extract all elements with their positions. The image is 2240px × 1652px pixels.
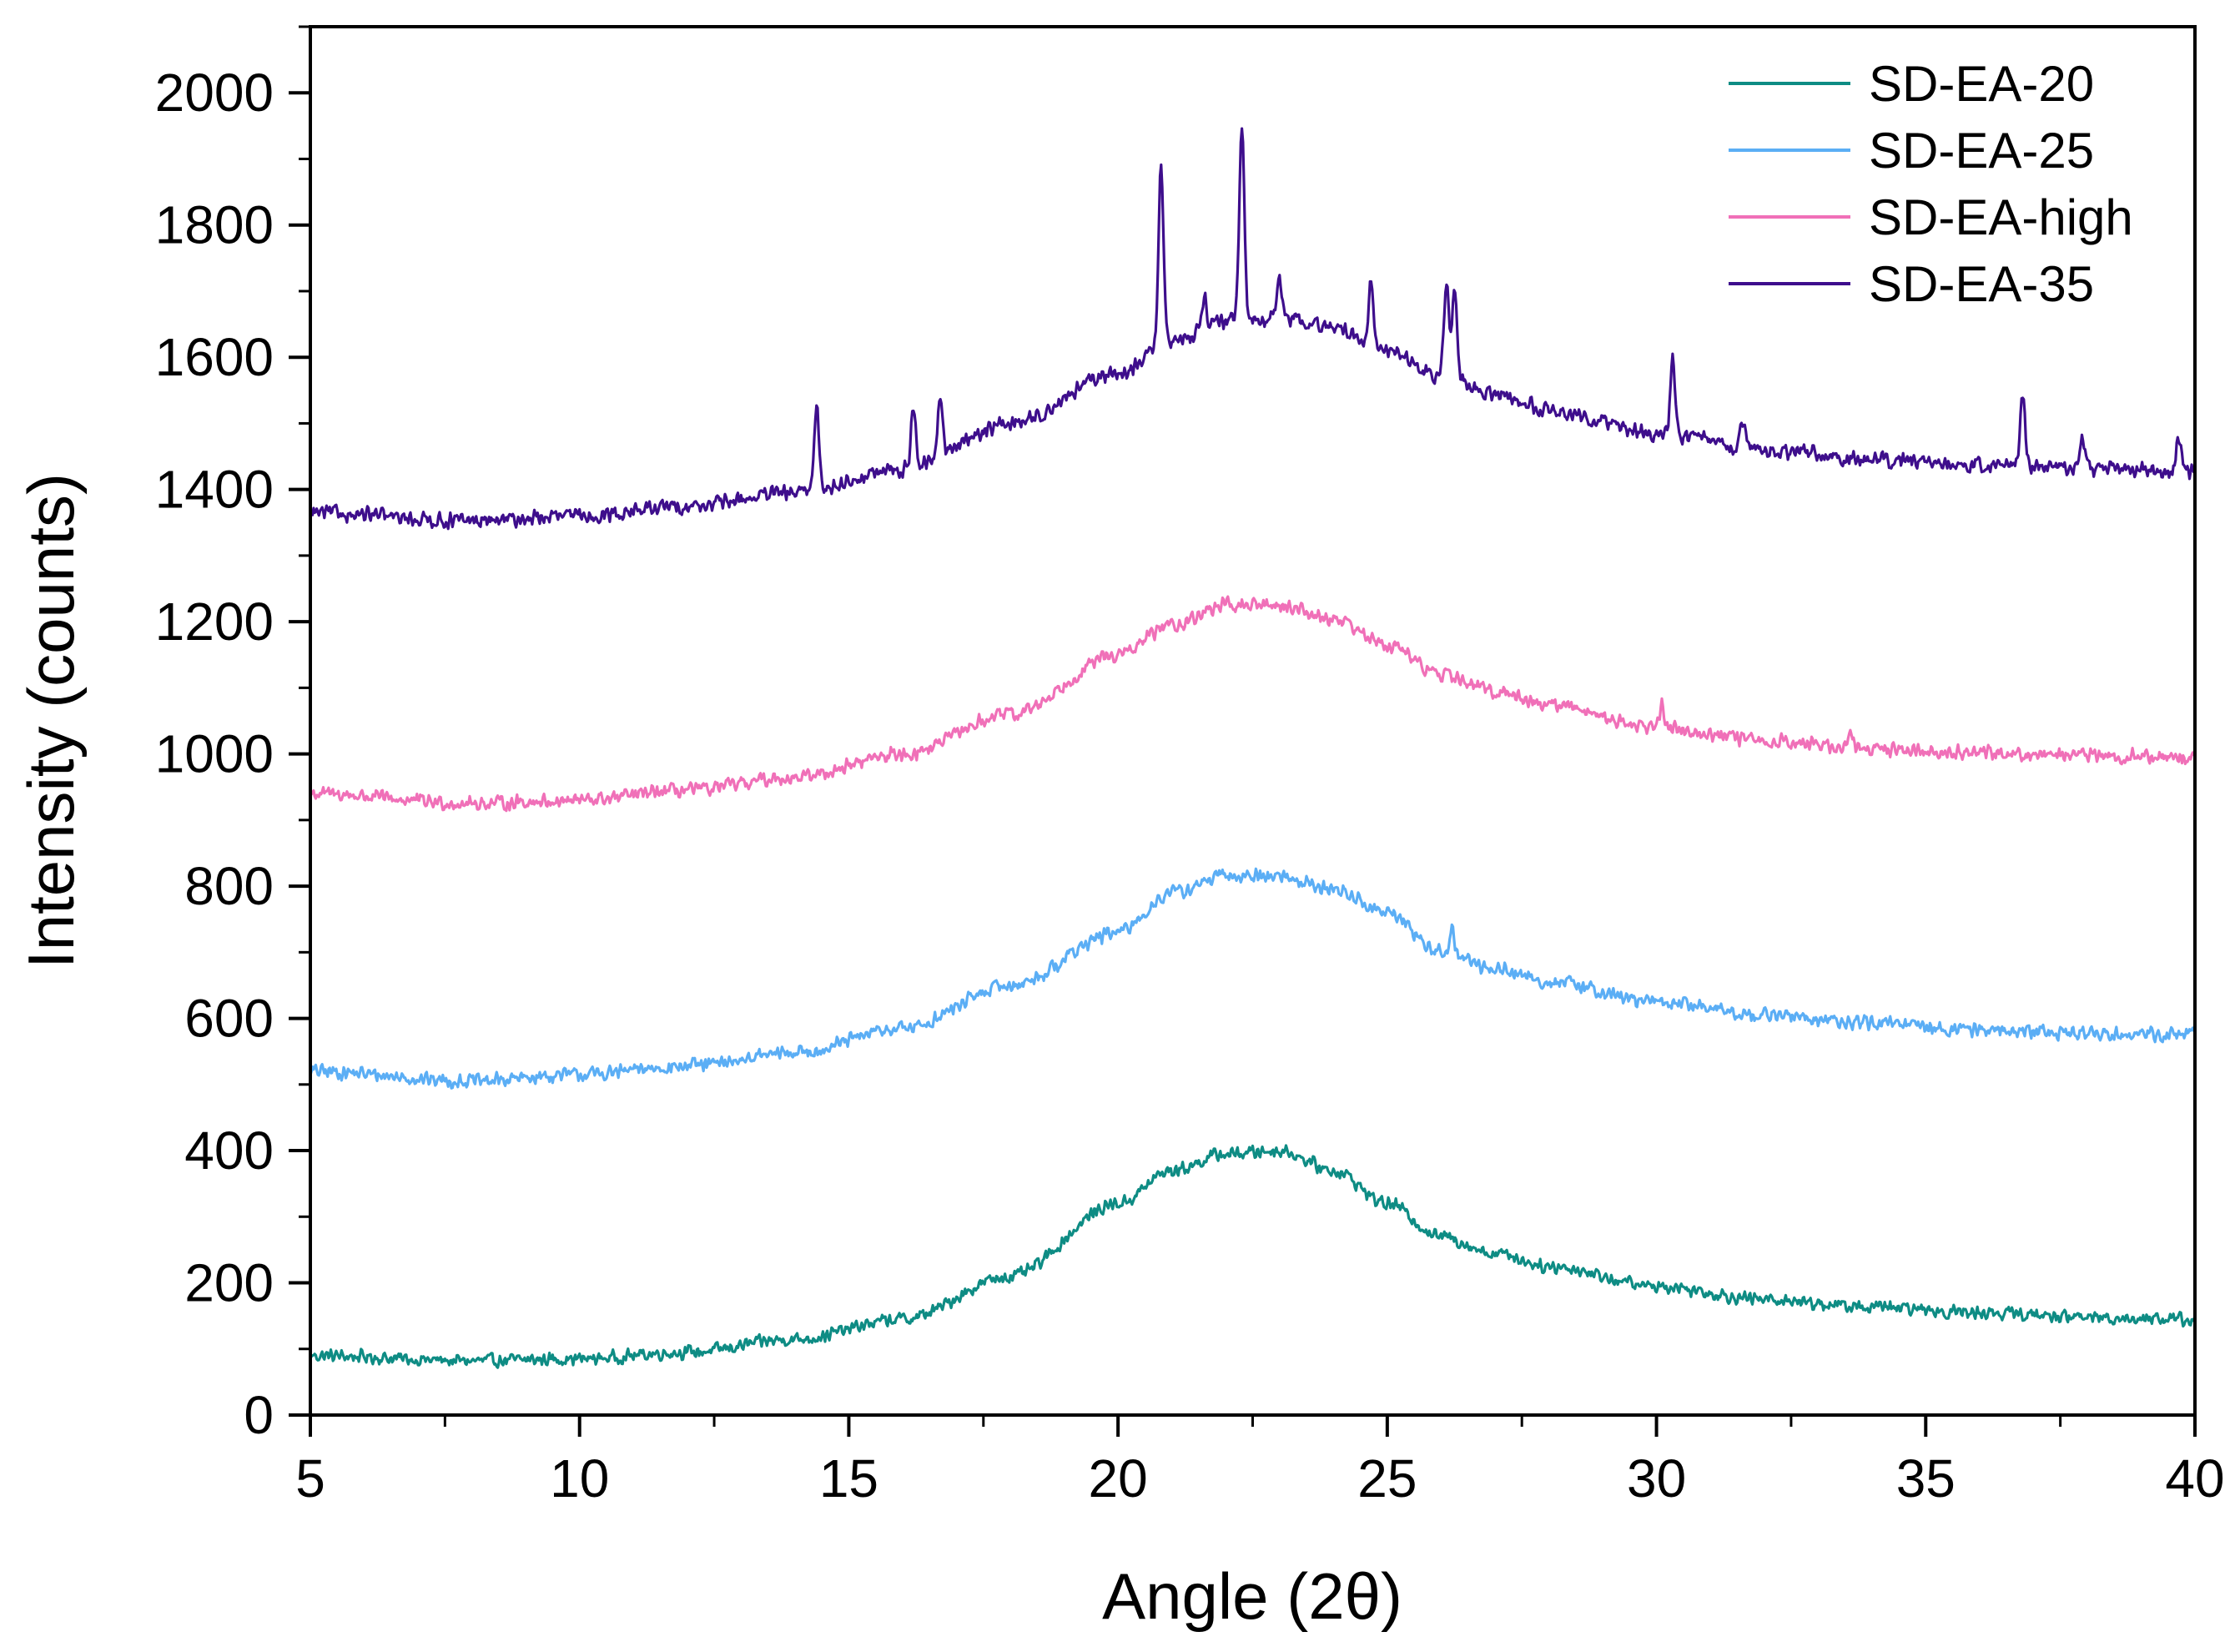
legend-label: SD-EA-high [1869, 189, 2133, 245]
legend-label: SD-EA-35 [1869, 256, 2094, 312]
y-tick-label: 200 [184, 1253, 274, 1313]
y-tick-label: 600 [184, 989, 274, 1049]
y-tick-label: 1200 [155, 592, 274, 652]
x-tick-label: 25 [1357, 1448, 1417, 1508]
series-layer [309, 127, 2197, 1369]
y-tick-label: 1400 [155, 460, 274, 520]
x-tick-label: 40 [2165, 1448, 2224, 1508]
legend-item[interactable]: SD-EA-high [1729, 189, 2133, 245]
x-axis-title: Angle (2θ) [1102, 1559, 1402, 1633]
x-tick-label: 35 [1896, 1448, 1956, 1508]
y-tick-label: 800 [184, 856, 274, 916]
series-line [310, 595, 2197, 813]
y-tick-label: 0 [244, 1385, 274, 1445]
x-axis: 5 10 15 20 25 30 35 40 [295, 1415, 2225, 1508]
y-tick-label: 1000 [155, 724, 274, 784]
y-tick-label: 400 [184, 1121, 274, 1181]
series-line [309, 867, 2196, 1090]
legend-label: SD-EA-25 [1869, 123, 2094, 179]
legend-item[interactable]: SD-EA-25 [1729, 123, 2094, 179]
y-axis-title: Intensity (counts) [14, 473, 88, 969]
legend-item[interactable]: SD-EA-20 [1729, 56, 2094, 112]
y-tick-label: 1800 [155, 195, 274, 255]
series-line [309, 127, 2197, 531]
legend[interactable]: SD-EA-20 SD-EA-25 SD-EA-high SD-EA-35 [1729, 56, 2133, 312]
series-line [309, 1144, 2197, 1369]
legend-label: SD-EA-20 [1869, 56, 2094, 112]
y-axis: 0 200 400 600 800 1000 1200 1400 1600 1800 2000 [155, 25, 310, 1445]
x-tick-label: 15 [819, 1448, 878, 1508]
x-tick-label: 10 [550, 1448, 609, 1508]
y-tick-label: 2000 [155, 63, 274, 123]
x-tick-label: 30 [1627, 1448, 1686, 1508]
x-tick-label: 20 [1089, 1448, 1148, 1508]
legend-item[interactable]: SD-EA-35 [1729, 256, 2094, 312]
y-tick-label: 1600 [155, 327, 274, 387]
x-tick-label: 5 [295, 1448, 325, 1508]
